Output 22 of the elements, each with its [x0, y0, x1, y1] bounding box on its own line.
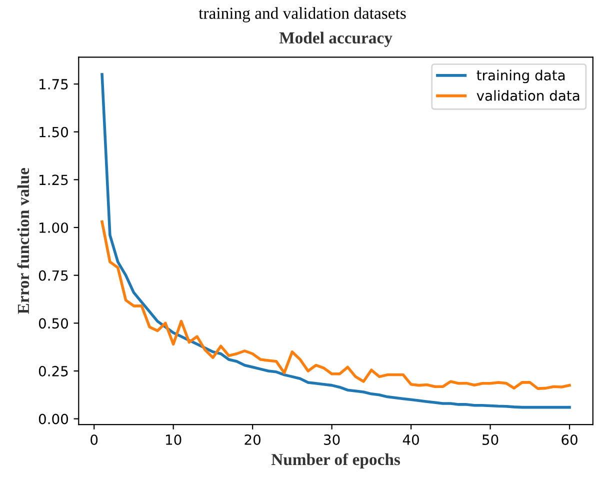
x-tick-label: 50 — [482, 434, 498, 446]
chart-title: Model accuracy — [279, 32, 392, 47]
x-tick-label: 20 — [244, 434, 260, 446]
line-series — [100, 220, 571, 390]
y-tick-label: 1.25 — [40, 174, 68, 186]
y-axis-title: Error function value — [17, 168, 30, 314]
x-tick-label: 0 — [90, 434, 98, 446]
y-tick-label: 1.50 — [40, 126, 68, 138]
x-tick-label: 10 — [166, 434, 182, 446]
y-tick-label: 0.25 — [38, 366, 68, 376]
x-tick-label: 60 — [562, 434, 578, 446]
y-tick-label: 0.00 — [38, 414, 68, 424]
x-axis-title: Number of epochs — [271, 453, 400, 469]
y-tick-label: 1.00 — [40, 222, 68, 233]
legend-label: training data — [476, 70, 565, 84]
y-tick-label: 0.75 — [38, 270, 68, 281]
y-tick-label: 0.50 — [38, 318, 68, 329]
x-tick-label: 40 — [402, 434, 419, 446]
legend-label: validation data — [476, 90, 580, 101]
y-tick-label: 1.75 — [40, 79, 68, 90]
x-tick-label: 30 — [324, 434, 340, 446]
text: training and validation datasets — [198, 7, 406, 22]
